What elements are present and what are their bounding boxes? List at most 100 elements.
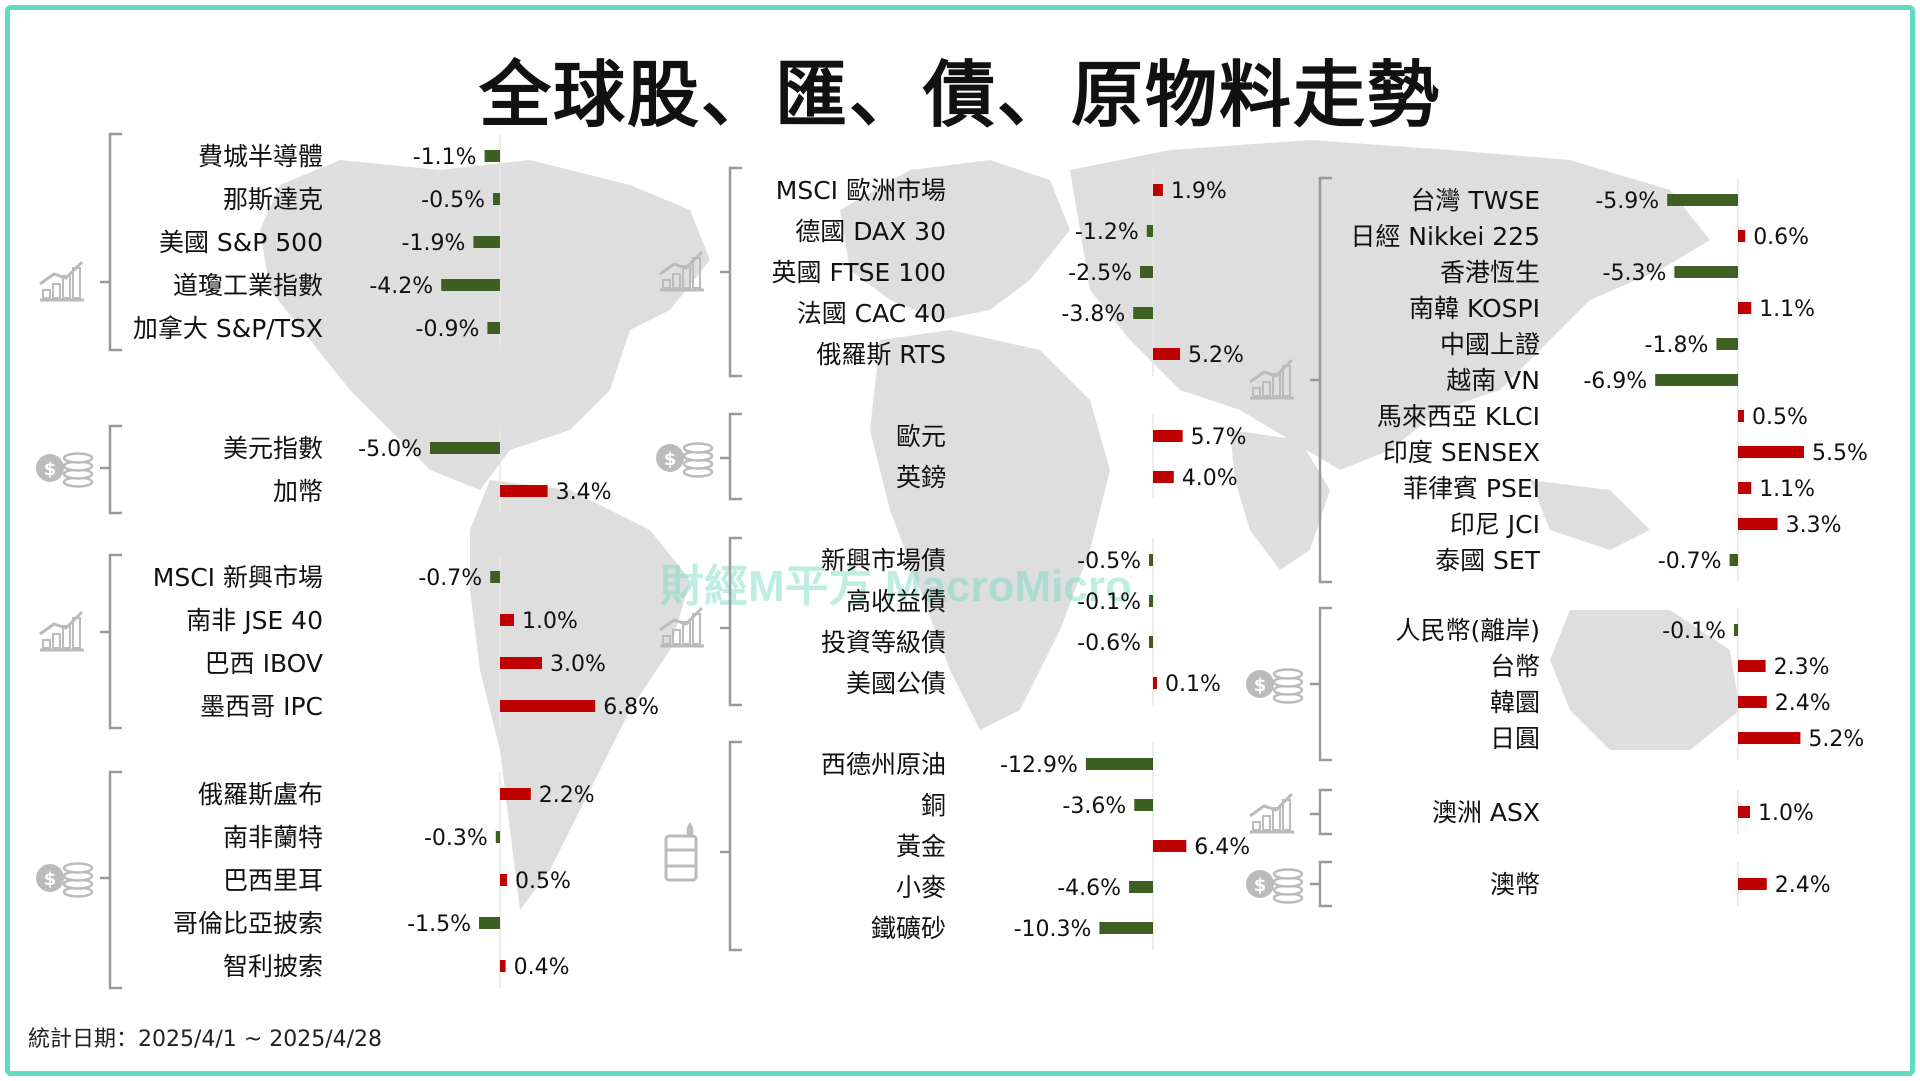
- data-label: 5.5%: [1812, 441, 1868, 466]
- group-bracket: [108, 424, 122, 515]
- bar: [487, 322, 500, 334]
- bar: [1099, 922, 1153, 934]
- data-label: 0.5%: [1752, 405, 1808, 430]
- bar: [473, 236, 500, 248]
- category-label: 法國 CAC 40: [797, 299, 946, 328]
- bar: [1129, 881, 1153, 893]
- data-label: -12.9%: [1000, 753, 1078, 778]
- stock-chart-icon: [39, 260, 84, 302]
- bar: [430, 442, 500, 454]
- data-label: 3.4%: [556, 480, 612, 505]
- group-bracket: [728, 412, 742, 501]
- category-label: 巴西 IBOV: [205, 649, 323, 678]
- page-title: 全球股、匯、債、原物料走勢: [478, 53, 1441, 137]
- category-label: 英鎊: [896, 463, 946, 492]
- bar: [484, 150, 500, 162]
- data-label: -5.0%: [358, 437, 422, 462]
- svg-text:$: $: [664, 449, 677, 470]
- bar: [500, 485, 548, 497]
- bar: [441, 279, 500, 291]
- category-label: MSCI 新興市場: [153, 563, 323, 592]
- coins-icon: $: [1246, 668, 1304, 704]
- category-label: 美國 S&P 500: [159, 228, 323, 257]
- bar: [500, 788, 531, 800]
- bar: [1153, 471, 1174, 483]
- data-label: -0.7%: [1658, 549, 1722, 574]
- group-bracket: [728, 536, 742, 707]
- coins-icon: $: [656, 442, 714, 478]
- bar: [1729, 554, 1738, 566]
- data-label: -1.9%: [402, 231, 466, 256]
- svg-text:$: $: [1254, 875, 1267, 896]
- category-label: 美國公債: [846, 669, 946, 698]
- bar: [1153, 840, 1187, 852]
- category-label: 南非 JSE 40: [186, 606, 323, 635]
- bar: [500, 960, 506, 972]
- category-label: 道瓊工業指數: [173, 271, 323, 300]
- category-label: 加拿大 S&P/TSX: [133, 314, 323, 343]
- data-label: -2.5%: [1068, 261, 1132, 286]
- bar: [1738, 302, 1752, 314]
- data-label: 3.3%: [1786, 513, 1842, 538]
- data-label: 2.4%: [1775, 873, 1831, 898]
- data-label: -3.6%: [1062, 794, 1126, 819]
- category-label: 南韓 KOSPI: [1409, 294, 1540, 323]
- bar: [1153, 348, 1181, 360]
- category-label: 澳洲 ASX: [1432, 798, 1540, 827]
- data-label: 0.5%: [515, 869, 571, 894]
- bar: [493, 193, 500, 205]
- category-label: 澳幣: [1490, 870, 1540, 899]
- category-label: 加幣: [273, 477, 323, 506]
- svg-text:$: $: [1254, 675, 1267, 696]
- bar: [495, 831, 500, 843]
- bar: [1655, 374, 1738, 386]
- data-label: -1.5%: [407, 912, 471, 937]
- category-label: 智利披索: [223, 952, 323, 981]
- category-label: 小麥: [896, 873, 946, 902]
- bar: [1738, 518, 1778, 530]
- data-label: 2.4%: [1775, 691, 1831, 716]
- data-label: 0.4%: [514, 955, 570, 980]
- category-label: 德國 DAX 30: [795, 217, 946, 246]
- group-bracket: [728, 166, 742, 378]
- bar: [479, 917, 500, 929]
- category-label: 鐵礦砂: [871, 914, 946, 943]
- category-label: 台幣: [1490, 652, 1540, 681]
- category-label: 台灣 TWSE: [1410, 186, 1540, 215]
- category-label: 馬來西亞 KLCI: [1377, 402, 1540, 431]
- bar: [1149, 554, 1153, 566]
- data-label: 2.3%: [1774, 655, 1830, 680]
- data-label: -0.5%: [1077, 549, 1141, 574]
- group-bracket: [108, 553, 122, 730]
- bar: [1134, 799, 1153, 811]
- category-label: 越南 VN: [1446, 366, 1540, 395]
- bar: [1149, 636, 1153, 648]
- bar: [1140, 266, 1153, 278]
- bar: [1149, 595, 1153, 607]
- data-label: 3.0%: [550, 652, 606, 677]
- data-label: -5.3%: [1603, 261, 1667, 286]
- bar: [1738, 806, 1750, 818]
- data-label: -0.1%: [1077, 590, 1141, 615]
- data-label: 1.1%: [1759, 477, 1815, 502]
- category-label: 泰國 SET: [1435, 546, 1541, 575]
- data-label: -4.2%: [369, 274, 433, 299]
- group-bracket: [1318, 788, 1332, 836]
- category-label: 中國上證: [1440, 330, 1540, 359]
- category-label: 印尼 JCI: [1450, 510, 1540, 539]
- category-label: 印度 SENSEX: [1383, 438, 1540, 467]
- bar: [1738, 696, 1767, 708]
- group-bracket: [108, 770, 122, 990]
- data-label: -0.6%: [1077, 631, 1141, 656]
- coins-icon: $: [1246, 868, 1304, 904]
- category-label: 高收益債: [846, 587, 946, 616]
- category-label: 巴西里耳: [223, 866, 323, 895]
- bar: [1738, 878, 1767, 890]
- category-label: 歐元: [896, 422, 946, 451]
- data-label: -0.1%: [1662, 619, 1726, 644]
- category-label: 日圓: [1490, 724, 1540, 753]
- stock-chart-icon: [1249, 792, 1294, 834]
- bar: [1738, 482, 1752, 494]
- data-label: 6.8%: [603, 695, 659, 720]
- group-bracket: [1318, 860, 1332, 908]
